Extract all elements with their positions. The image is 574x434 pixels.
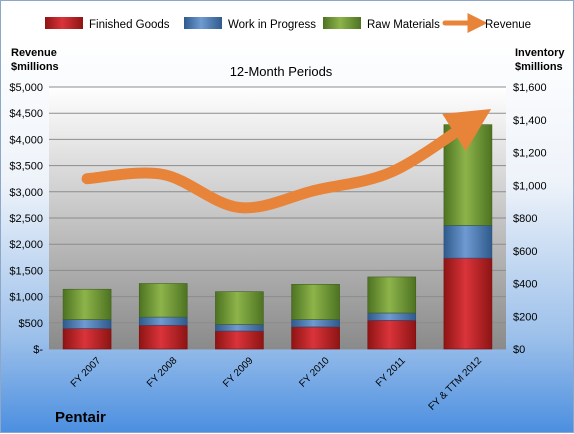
revenue-line [81,108,492,214]
bar-work-in-progress [215,324,264,332]
right-axis-ticks: $0 $200 $400 $600 $800 $1,000 $1,200 $1,400 $1,6… [513,82,547,356]
bar-raw-materials [291,284,340,320]
left-tick-label: $1,500 [9,265,43,277]
category-label: FY 2009 [221,355,256,390]
right-axis-title-line2: $millions [515,61,563,73]
left-tick-label: $2,500 [9,213,43,225]
bar-finished-goods [62,328,112,350]
bar-raw-materials [138,283,188,318]
left-tick-label: $1,000 [9,292,43,304]
left-tick-label: $3,000 [9,187,43,199]
category-label: FY 2010 [297,355,332,390]
bar-raw-materials [367,276,417,314]
left-tick-label: $4,500 [9,108,43,120]
right-tick-label: $600 [513,246,537,258]
revenue-line-group [81,108,492,214]
bar-finished-goods [215,330,264,350]
category-labels: FY 2007 FY 2008 FY 2009 FY 2010 FY 2011 FY & … [69,355,485,413]
company-name: Pentair [55,409,106,426]
left-axis-ticks: $- $500 $1,000 $1,500 $2,000 $2,500 $3,000 $3,5… [9,82,43,356]
right-tick-label: $1,200 [513,148,547,160]
legend-label-finished-goods: Finished Goods [89,19,170,31]
category-label: FY 2011 [374,355,408,389]
right-tick-label: $200 [513,311,537,323]
bar-finished-goods [367,320,417,350]
bar-work-in-progress [443,225,493,259]
bar-work-in-progress [138,316,188,326]
chart-subtitle: 12-Month Periods [230,64,333,79]
category-label: FY & TTM 2012 [427,355,485,413]
legend-label-raw-materials: Raw Materials [367,19,440,31]
gridlines [49,86,506,350]
left-tick-label: $500 [19,318,43,330]
legend: Finished Goods Work in Progress Raw Mate… [45,13,531,33]
category-label: FY 2008 [145,355,180,390]
legend-swatch-work-in-progress [184,17,222,29]
bar-finished-goods [138,324,188,350]
left-axis-title-line2: $millions [11,61,59,73]
right-tick-label: $0 [513,344,525,356]
legend-label-revenue: Revenue [485,19,531,31]
bar-raw-materials [62,288,112,320]
right-tick-label: $400 [513,279,537,291]
left-axis-title-line1: Revenue [11,47,57,59]
right-axis-title-line1: Inventory [515,47,565,59]
legend-label-work-in-progress: Work in Progress [228,19,316,31]
left-tick-label: $4,000 [9,134,43,146]
bar-work-in-progress [367,312,417,321]
category-label: FY 2007 [69,355,104,390]
left-tick-label: $- [33,344,43,356]
legend-swatch-raw-materials [323,17,361,29]
bar-work-in-progress [291,319,340,328]
right-tick-label: $1,600 [513,82,547,94]
legend-swatch-finished-goods [45,17,83,29]
bar-finished-goods [291,326,340,350]
bar-work-in-progress [62,319,112,329]
left-tick-label: $2,000 [9,239,43,251]
bar-raw-materials [215,291,264,325]
left-tick-label: $5,000 [9,82,43,94]
right-tick-label: $800 [513,213,537,225]
left-tick-label: $3,500 [9,161,43,173]
right-tick-label: $1,400 [513,115,547,127]
bar-finished-goods [443,257,493,350]
right-tick-label: $1,000 [513,180,547,192]
